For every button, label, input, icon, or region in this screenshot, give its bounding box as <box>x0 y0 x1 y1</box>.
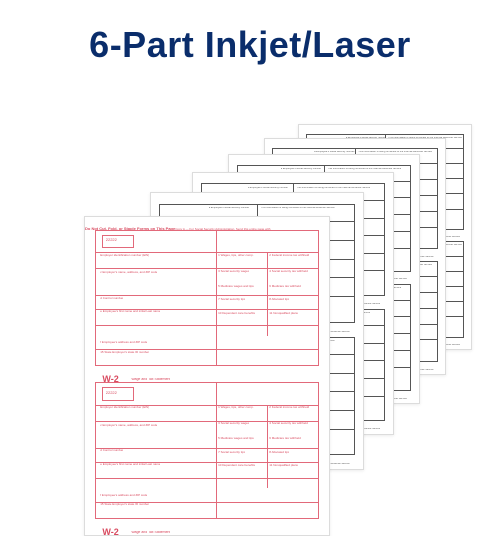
form-stack: a Employee's social security numberThis … <box>0 124 500 524</box>
page-title: 6-Part Inkjet/Laser <box>0 24 500 66</box>
form-sheet-front: 22222Employer identification number (EIN… <box>84 216 330 536</box>
